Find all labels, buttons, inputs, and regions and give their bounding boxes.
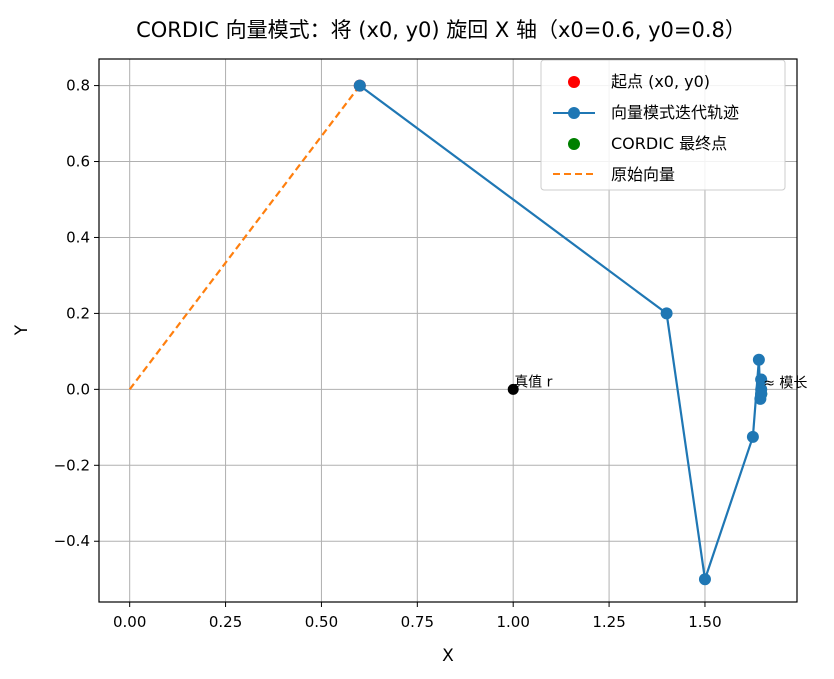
legend-label-original-vector: 原始向量	[611, 165, 675, 184]
x-axis-label: X	[442, 646, 454, 666]
y-tick-label: 0.6	[66, 153, 90, 171]
original-vector-line	[128, 84, 361, 391]
x-tick-label: 1.00	[496, 613, 529, 631]
legend-label-final-point: CORDIC 最终点	[611, 134, 727, 153]
x-tick-label: 0.00	[113, 613, 146, 631]
trajectory-point	[698, 573, 711, 586]
y-tick-label: 0.8	[66, 77, 90, 95]
y-tick-label: 0.0	[66, 380, 90, 398]
legend-marker-final-point	[568, 138, 580, 150]
legend-box	[540, 59, 786, 191]
y-tick-label: −0.4	[54, 532, 90, 550]
y-tick-label: −0.2	[54, 456, 90, 474]
legend-label-trajectory: 向量模式迭代轨迹	[611, 103, 739, 122]
trajectory-point	[755, 373, 768, 386]
magnitude-annotation: ≈ 模长	[763, 375, 807, 391]
annotations: 真值 r ≈ 模长	[514, 374, 807, 391]
series-layer	[128, 79, 768, 586]
trajectory-point	[660, 307, 673, 320]
trajectory-point	[752, 353, 765, 366]
trajectory-point	[746, 430, 759, 443]
legend-label-start-point: 起点 (x0, y0)	[611, 72, 710, 91]
y-tick-label: 0.2	[66, 304, 90, 322]
chart-title: CORDIC 向量模式：将 (x0, y0) 旋回 X 轴（x0=0.6, y0…	[136, 18, 746, 42]
trajectory-point	[353, 79, 366, 92]
legend-marker-trajectory-dot	[568, 107, 580, 119]
x-tick-label: 0.75	[401, 613, 434, 631]
x-tick-label: 1.25	[592, 613, 625, 631]
reference-point-marker	[507, 383, 519, 395]
legend: 起点 (x0, y0) 向量模式迭代轨迹 CORDIC 最终点 原始向量	[540, 59, 786, 191]
axis-ticks: 0.00 0.25 0.50 0.75 1.00 1.25 1.50 −0.4 −0.2 0.0 0…	[54, 77, 722, 631]
x-tick-label: 1.50	[688, 613, 721, 631]
y-tick-label: 0.4	[66, 228, 90, 246]
trajectory-point	[755, 387, 768, 400]
x-tick-label: 0.25	[209, 613, 242, 631]
reference-point-label: 真值 r	[514, 374, 552, 390]
legend-marker-start-point	[568, 76, 580, 88]
x-tick-label: 0.50	[305, 613, 338, 631]
y-axis-label: Y	[12, 324, 32, 336]
plot-frame	[98, 58, 798, 603]
